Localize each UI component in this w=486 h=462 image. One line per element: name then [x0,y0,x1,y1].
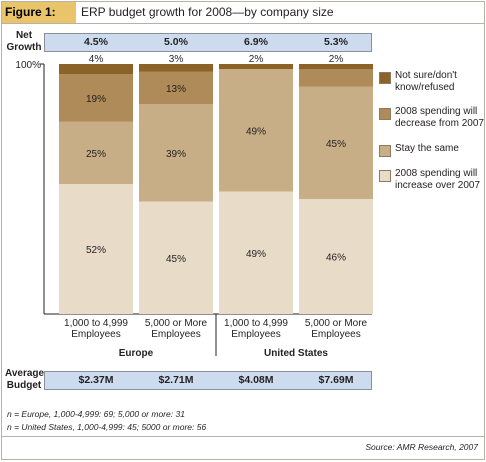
legend-swatch [379,108,391,120]
data-label: 49% [246,126,266,137]
bar-segment [59,64,133,74]
net-growth-band: 4.5% 5.0% 6.9% 5.3% [44,33,372,52]
net-growth-value: 6.9% [244,36,268,48]
legend-label: Not sure/don't know/refused [395,70,486,94]
x-tick-label: 5,000 or More [145,318,208,329]
stacked-bar-chart: 100%52%25%19%4%1,000 to 4,999Employees45… [15,54,373,359]
legend-label-line: 2008 spending will [395,106,478,117]
bar-segment [139,71,213,104]
data-label: 45% [326,139,346,150]
bar-segment [139,104,213,202]
x-tick-label: 1,000 to 4,999 [64,318,128,329]
legend-swatch [379,170,391,182]
bar-segment [139,64,213,72]
legend-label-line: Stay the same [395,143,459,154]
bar-segment [299,64,373,69]
legend-label-line: 2008 spending will [395,168,478,179]
average-budget-value: $4.08M [238,374,274,386]
data-label: 2% [249,54,264,65]
data-label: 2% [329,54,344,65]
bar-segment [219,69,293,192]
net-growth-label-line1: Net [15,30,33,41]
data-label: 25% [86,149,106,160]
net-growth-value: 5.3% [324,36,348,48]
average-budget-label-line2: Budget [6,380,42,391]
source-note: Source: AMR Research, 2007 [365,442,478,452]
x-tick-label: Employees [71,329,120,340]
net-growth-label: Net Growth [5,30,43,54]
bar-segment [219,64,293,69]
bar-segment [59,74,133,122]
data-label: 3% [169,54,184,65]
y-axis-tick-label: 100% [15,60,41,71]
legend-label-line: Not sure/don't [395,70,457,81]
figure-title: ERP budget growth for 2008—by company si… [81,5,334,19]
sample-note-us: n = United States, 1,000-4,999: 45; 5000… [7,422,207,432]
data-label: 52% [86,245,106,256]
figure-header: Figure 1: ERP budget growth for 2008—by … [2,2,484,24]
footer-divider [2,436,484,437]
legend-label: 2008 spending will increase over 2007 [395,168,486,192]
group-label: Europe [119,348,154,359]
data-label: 19% [86,94,106,105]
data-label: 46% [326,253,346,264]
bar-segment [219,191,293,314]
x-tick-label: Employees [151,329,200,340]
net-growth-label-line2: Growth [6,42,42,53]
bar-segment [59,184,133,314]
average-budget-value: $2.71M [158,374,194,386]
average-budget-band: $2.37M $2.71M $4.08M $7.69M [44,371,372,390]
data-label: 39% [166,149,186,160]
x-tick-label: Employees [311,329,360,340]
data-label: 4% [89,54,104,65]
bar-segment [59,121,133,184]
legend-label-line: know/refused [395,82,455,93]
x-tick-label: Employees [231,329,280,340]
data-label: 49% [246,249,266,260]
legend-label-line: decrease from 2007 [395,118,484,129]
net-growth-value: 4.5% [84,36,108,48]
bar-segment [139,201,213,314]
bar-segment [299,199,373,314]
data-label: 13% [166,84,186,95]
average-budget-label-line1: Average [5,368,45,379]
legend-swatch [379,72,391,84]
bar-segment [299,86,373,199]
legend-swatch [379,145,391,157]
group-label: United States [264,348,328,359]
bar-segment [299,69,373,87]
figure-label: Figure 1: [2,2,76,23]
legend-label-line: increase over 2007 [395,180,481,191]
data-label: 45% [166,254,186,265]
x-tick-label: 5,000 or More [305,318,368,329]
x-tick-label: 1,000 to 4,999 [224,318,288,329]
average-budget-value: $2.37M [78,374,114,386]
average-budget-label: Average Budget [5,368,45,392]
sample-note-europe: n = Europe, 1,000-4,999: 69; 5,000 or mo… [7,409,185,419]
net-growth-value: 5.0% [164,36,188,48]
legend-label: 2008 spending will decrease from 2007 [395,106,486,130]
average-budget-value: $7.69M [318,374,354,386]
legend-label: Stay the same [395,143,486,155]
